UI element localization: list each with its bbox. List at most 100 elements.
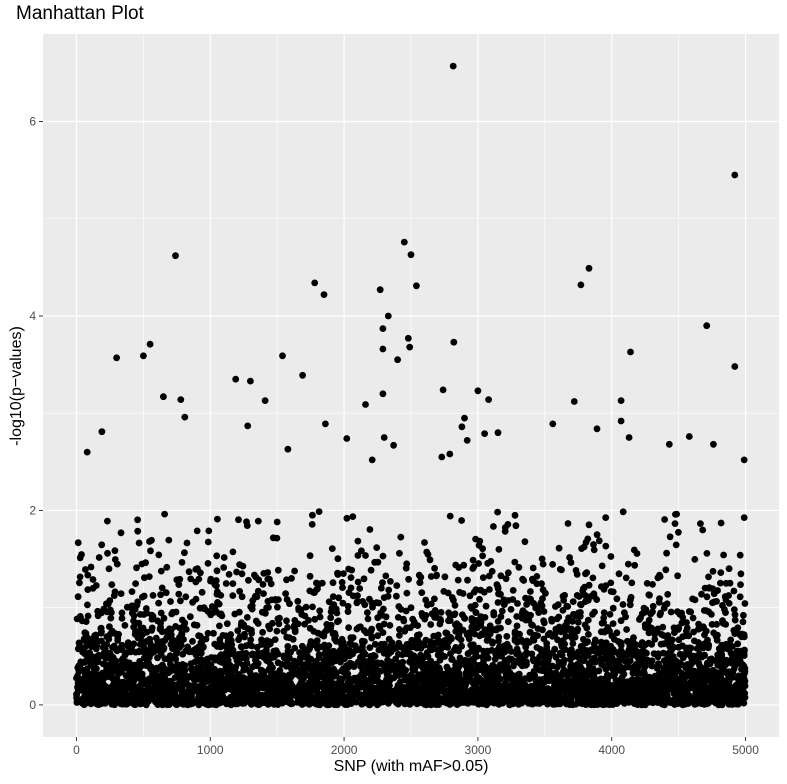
snp-point bbox=[167, 598, 174, 605]
snp-point bbox=[92, 700, 100, 707]
snp-point bbox=[486, 698, 494, 706]
snp-point bbox=[426, 638, 434, 646]
snp-point bbox=[593, 693, 600, 700]
snp-point bbox=[560, 666, 568, 674]
snp-point bbox=[268, 596, 276, 604]
snp-point bbox=[504, 521, 512, 528]
snp-point bbox=[140, 352, 147, 360]
snp-point bbox=[246, 681, 254, 688]
snp-point bbox=[583, 671, 591, 679]
snp-point bbox=[599, 686, 607, 693]
snp-point bbox=[413, 282, 420, 290]
snp-point bbox=[511, 511, 519, 519]
snp-point bbox=[361, 667, 369, 675]
snp-point bbox=[274, 650, 282, 658]
snp-point bbox=[117, 590, 125, 597]
snp-point bbox=[514, 600, 521, 607]
snp-point bbox=[473, 672, 480, 680]
snp-point bbox=[577, 601, 584, 608]
snp-point bbox=[521, 538, 529, 546]
snp-point bbox=[728, 655, 736, 662]
snp-point bbox=[204, 608, 212, 615]
snp-point bbox=[448, 656, 456, 663]
snp-point bbox=[474, 685, 482, 693]
snp-point bbox=[385, 669, 392, 677]
snp-point bbox=[547, 670, 555, 677]
snp-point bbox=[253, 593, 261, 601]
snp-point bbox=[316, 668, 324, 676]
snp-point bbox=[175, 590, 183, 598]
snp-point bbox=[218, 683, 226, 691]
snp-point bbox=[730, 627, 738, 634]
snp-point bbox=[518, 636, 525, 644]
snp-point bbox=[611, 670, 619, 678]
snp-point bbox=[193, 527, 201, 535]
snp-point bbox=[715, 645, 723, 653]
snp-point bbox=[660, 604, 668, 612]
snp-point bbox=[651, 636, 659, 643]
snp-point bbox=[226, 672, 234, 680]
snp-point bbox=[690, 652, 698, 660]
snp-point bbox=[244, 625, 252, 633]
snp-point bbox=[155, 551, 163, 559]
snp-point bbox=[489, 639, 496, 647]
snp-point bbox=[161, 682, 169, 690]
snp-point bbox=[294, 620, 302, 628]
snp-point bbox=[675, 528, 682, 536]
snp-point bbox=[616, 689, 623, 696]
snp-point bbox=[259, 581, 267, 588]
snp-point bbox=[310, 641, 318, 649]
snp-point bbox=[461, 659, 469, 667]
snp-point bbox=[285, 674, 292, 682]
snp-point bbox=[498, 699, 505, 707]
snp-point bbox=[485, 667, 493, 675]
snp-point bbox=[507, 606, 515, 613]
snp-point bbox=[300, 668, 308, 676]
snp-point bbox=[708, 680, 715, 688]
snp-point bbox=[653, 664, 661, 672]
snp-point bbox=[478, 696, 486, 704]
snp-point bbox=[324, 626, 331, 634]
snp-point bbox=[258, 637, 266, 645]
snp-point bbox=[204, 560, 212, 567]
snp-point bbox=[180, 701, 187, 708]
snp-point bbox=[248, 629, 256, 637]
snp-point bbox=[431, 595, 438, 603]
snp-point bbox=[667, 647, 675, 654]
snp-point bbox=[712, 688, 720, 696]
snp-point bbox=[211, 665, 218, 673]
snp-point bbox=[485, 572, 493, 580]
snp-point bbox=[306, 572, 314, 580]
snp-point bbox=[721, 593, 729, 601]
snp-point bbox=[654, 625, 662, 633]
snp-point bbox=[722, 688, 730, 695]
snp-point bbox=[591, 608, 598, 616]
snp-point bbox=[329, 579, 337, 587]
snp-point bbox=[434, 631, 442, 639]
snp-point bbox=[84, 571, 92, 579]
snp-point bbox=[726, 697, 733, 705]
snp-point bbox=[685, 632, 693, 640]
snp-point bbox=[664, 653, 672, 660]
snp-point bbox=[294, 597, 302, 605]
snp-point bbox=[595, 537, 603, 545]
snp-point bbox=[124, 639, 132, 647]
snp-point bbox=[88, 643, 95, 650]
snp-point bbox=[328, 604, 336, 612]
snp-point bbox=[241, 661, 248, 669]
snp-point bbox=[436, 666, 443, 673]
snp-point bbox=[555, 544, 563, 552]
snp-point bbox=[339, 639, 347, 647]
snp-point bbox=[607, 579, 615, 587]
snp-point bbox=[600, 614, 608, 622]
snp-point bbox=[732, 700, 740, 708]
snp-point bbox=[260, 675, 268, 683]
snp-point bbox=[315, 508, 323, 515]
snp-point bbox=[604, 676, 611, 683]
snp-point bbox=[658, 695, 666, 703]
snp-point bbox=[518, 662, 526, 670]
snp-point bbox=[254, 587, 262, 595]
snp-point bbox=[266, 625, 274, 633]
snp-point bbox=[138, 680, 146, 688]
snp-point bbox=[223, 620, 231, 628]
